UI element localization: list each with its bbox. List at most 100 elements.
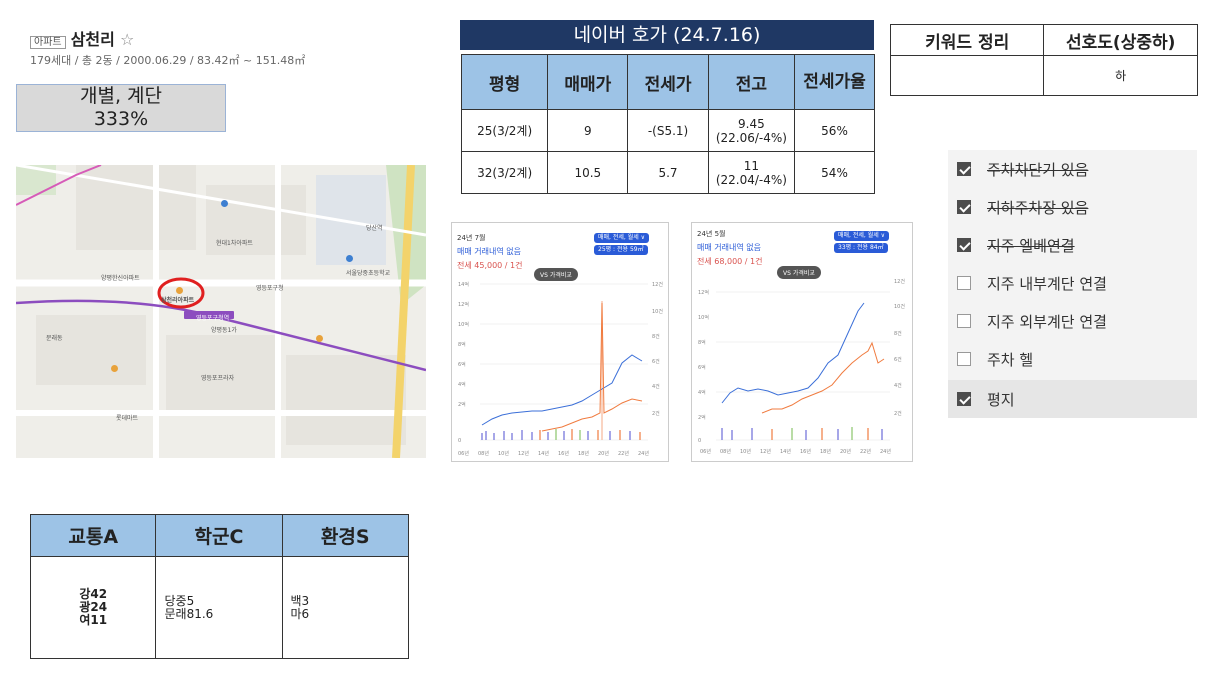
- hoga-high-date: (22.06/-4%): [715, 130, 787, 145]
- school-value: 당중5: [164, 593, 195, 608]
- preference-header: 선호도(상중하): [1043, 24, 1198, 56]
- right-tick: 6건: [652, 358, 660, 365]
- poi-marker-icon: [111, 365, 118, 372]
- x-tick: 16년: [800, 448, 811, 455]
- transport-value: 강42: [79, 587, 108, 601]
- area-selector[interactable]: 33평 : 전용 84㎡: [834, 243, 888, 253]
- checklist-label: 지주 외부계단 연결: [987, 312, 1107, 331]
- environment-value: 백3: [290, 593, 310, 608]
- checklist-item[interactable]: 지하주차장 있음: [948, 188, 1088, 226]
- x-tick: 18년: [820, 448, 831, 455]
- chart-jeonse-note: 전세 68,000 / 1건: [697, 257, 763, 266]
- hoga-high-date: (22.04/-4%): [715, 172, 787, 187]
- map-label-hyundai: 현대1차아파트: [216, 240, 253, 247]
- grade-transport-cell: 강42 광24 여11: [29, 556, 157, 659]
- hoga-col-type: 평형: [460, 54, 549, 110]
- chart-plot: 12억 10억 8억 6억 4억 2억 0 12건 10건 8건 6건 4건 2…: [698, 278, 905, 455]
- right-tick: 4건: [894, 382, 902, 389]
- checklist-label: 평지: [987, 390, 1015, 409]
- price-chart-33[interactable]: 24년 5월 매매 거래내역 없음 전세 68,000 / 1건 매매, 전세,…: [691, 222, 913, 462]
- grade-school-header: 학군C: [155, 514, 283, 557]
- x-tick: 12년: [518, 450, 529, 457]
- grade-table: 교통A 학군C 환경S 강42 광24 여11 당중5 문래81.6 백3 마6: [29, 514, 409, 659]
- grade-environment-header: 환경S: [281, 514, 409, 557]
- preference-value[interactable]: 하: [1043, 55, 1198, 96]
- checkbox-unchecked[interactable]: [957, 314, 971, 328]
- right-tick: 12건: [652, 281, 663, 288]
- calc-type: 개별, 계단: [80, 85, 162, 107]
- map-label-dangsan: 당산역: [366, 225, 383, 232]
- y-tick: 4억: [698, 389, 706, 396]
- grade-transport-header: 교통A: [29, 514, 157, 557]
- hoga-cell-high: 9.45 (22.06/-4%): [707, 109, 796, 152]
- area-selector[interactable]: 25평 : 전용 59㎡: [594, 245, 648, 255]
- checkbox-checked[interactable]: [957, 392, 971, 406]
- favorite-star-icon[interactable]: ☆: [119, 30, 135, 49]
- right-tick: 10건: [894, 303, 905, 310]
- floor-area-ratio: 333%: [93, 108, 149, 130]
- x-tick: 20년: [840, 448, 851, 455]
- y-tick: 0: [698, 438, 701, 444]
- x-tick: 22년: [860, 448, 871, 455]
- x-tick: 18년: [578, 450, 589, 457]
- checklist-item[interactable]: 주차차단기 있음: [948, 150, 1088, 188]
- checklist-label: 지주 엘베연결: [987, 236, 1075, 255]
- checkbox-checked[interactable]: [957, 200, 971, 214]
- chart-sale-note: 매매 거래내역 없음: [697, 243, 761, 252]
- checkbox-unchecked[interactable]: [957, 352, 971, 366]
- table-row: 32(3/2계) 10.5 5.7 11 (22.04/-4%) 54%: [460, 151, 875, 194]
- x-tick: 10년: [498, 450, 509, 457]
- y-tick: 10억: [458, 321, 469, 328]
- price-chart-25[interactable]: 24년 7월 매매 거래내역 없음 전세 45,000 / 1건 매매, 전세,…: [451, 222, 669, 462]
- checkbox-checked[interactable]: [957, 238, 971, 252]
- chart-plot: 14억 12억 10억 8억 6억 4억 2억 0 12건 10건 8건 6건 …: [458, 281, 663, 457]
- checklist-label: 주차 헬: [987, 350, 1034, 369]
- x-tick: 24년: [638, 450, 649, 457]
- location-map[interactable]: 삼천리아파트 양평동1가 영등포구청역 영등포구청 당산역 문래동 양평한신아파…: [16, 165, 426, 458]
- apartment-name: 삼천리: [70, 30, 115, 49]
- transport-value: 여11: [79, 613, 108, 627]
- keyword-value[interactable]: [889, 55, 1045, 96]
- trade-type-dropdown[interactable]: 매매, 전세, 월세 ∨: [834, 231, 890, 241]
- map-label-apartment: 삼천리아파트: [161, 297, 195, 304]
- hoga-cell: 9: [547, 109, 629, 152]
- vs-compare-button[interactable]: VS 가격비교: [777, 266, 821, 279]
- checkbox-checked[interactable]: [957, 162, 971, 176]
- y-tick: 6억: [458, 361, 466, 368]
- trade-type-dropdown[interactable]: 매매, 전세, 월세 ∨: [594, 233, 650, 243]
- right-tick: 8건: [652, 333, 660, 340]
- y-tick: 8억: [458, 341, 466, 348]
- checklist-item[interactable]: 주차 헬: [948, 340, 1033, 378]
- x-tick: 20년: [598, 450, 609, 457]
- checklist-item[interactable]: 평지: [948, 380, 1197, 418]
- apartment-title: 아파트 삼천리 ☆: [30, 26, 134, 50]
- apartment-marker-icon[interactable]: [176, 287, 183, 294]
- checklist-item[interactable]: 지주 엘베연결: [948, 226, 1075, 264]
- x-tick: 06년: [458, 450, 469, 457]
- y-tick: 0: [458, 438, 461, 444]
- checklist-item[interactable]: 지주 내부계단 연결: [948, 264, 1107, 302]
- checkbox-unchecked[interactable]: [957, 276, 971, 290]
- poi-marker-icon: [316, 335, 323, 342]
- school-value: 문래81.6: [164, 606, 214, 621]
- chart-period: 24년 7월: [457, 234, 486, 242]
- chart-period: 24년 5월: [697, 230, 726, 238]
- hoga-cell: 10.5: [547, 151, 629, 194]
- y-tick: 4억: [458, 381, 466, 388]
- y-tick: 8억: [698, 339, 706, 346]
- hoga-high-value: 11: [743, 158, 760, 173]
- checklist-label: 지하주차장 있음: [987, 198, 1089, 217]
- grade-school-cell: 당중5 문래81.6: [155, 556, 283, 659]
- map-label-lottemart: 롯데마트: [116, 415, 139, 422]
- y-tick: 12억: [458, 301, 469, 308]
- checklist-item[interactable]: 지주 외부계단 연결: [948, 302, 1107, 340]
- right-tick: 12건: [894, 278, 905, 285]
- hoga-title: 네이버 호가 (24.7.16): [460, 20, 874, 50]
- vs-compare-button[interactable]: VS 가격비교: [534, 268, 578, 281]
- school-marker-icon: [346, 255, 353, 262]
- y-tick: 12억: [698, 289, 709, 296]
- hoga-col-sale: 매매가: [547, 54, 629, 110]
- right-tick: 10건: [652, 308, 663, 315]
- checklist-label: 주차차단기 있음: [987, 160, 1089, 179]
- x-tick: 08년: [478, 450, 489, 457]
